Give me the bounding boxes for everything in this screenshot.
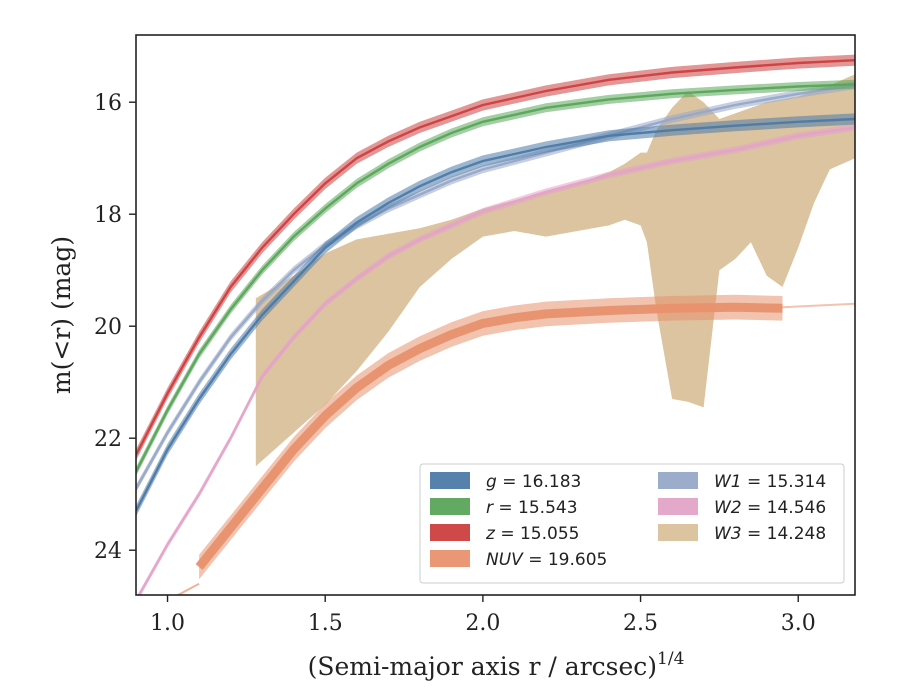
series-w3 [255,74,855,467]
legend-swatch [658,472,698,489]
legend-item-z: z = 15.055 [430,524,579,544]
y-tick-label: 22 [94,427,122,452]
series-w1-line [136,84,855,490]
legend-item-r: r = 15.543 [430,498,578,518]
series-r-line [136,83,855,473]
series-w3-band [255,74,855,467]
legend-swatch [430,524,470,541]
series-w2 [137,124,855,595]
x-tick-label: 1.0 [150,611,185,636]
x-tick-label: 1.5 [308,611,343,636]
series-z-line [136,59,855,456]
series-w2-line [137,126,855,595]
y-tick-label: 16 [94,91,122,116]
series-nuv [175,294,855,595]
legend-label: g = 16.183 [486,472,581,492]
series-r [136,79,855,477]
legend-swatch [430,498,470,515]
x-tick-label: 3.0 [781,611,816,636]
y-axis-ticks: 16 18 20 22 24 [94,91,136,564]
x-axis-label: (Semi-major axis r / arcsec)1/4 [308,649,685,681]
legend-label: W3 = 14.248 [714,524,826,544]
y-axis-label: m(<r) (mag) [47,236,76,394]
series-nuv-extension [782,302,855,309]
legend-swatch [430,472,470,489]
legend-item-w3: W3 = 14.248 [658,524,826,544]
series-nuv-band [199,294,783,580]
legend-label: W2 = 14.546 [714,498,826,518]
legend: g = 16.183 r = 15.543 z = 15.055 NUV = 19.6… [419,463,845,584]
legend-label: W1 = 15.314 [714,472,826,492]
series-layer [136,54,855,595]
series-g [136,113,855,517]
legend-item-w1: W1 = 15.314 [658,472,826,492]
legend-item-nuv: NUV = 19.605 [430,550,607,570]
x-tick-label: 2.0 [465,611,500,636]
legend-label: z = 15.055 [485,524,579,544]
series-nuv-tail [175,582,200,595]
series-nuv-line [195,302,783,570]
x-axis-ticks: 1.0 1.5 2.0 2.5 3.0 [150,595,816,636]
y-tick-label: 20 [94,315,122,340]
legend-item-g: g = 16.183 [430,472,581,492]
legend-swatch [658,524,698,541]
legend-label: NUV = 19.605 [486,550,607,570]
legend-swatch [658,498,698,515]
legend-label: r = 15.543 [486,498,578,518]
y-tick-label: 24 [94,539,122,564]
legend-box [419,463,845,584]
plot-frame [135,34,856,596]
series-g-line [136,117,855,512]
legend-swatch [430,550,470,567]
x-tick-label: 2.5 [623,611,658,636]
legend-item-w2: W2 = 14.546 [658,498,826,518]
y-tick-label: 18 [94,203,122,228]
series-z [136,54,855,461]
